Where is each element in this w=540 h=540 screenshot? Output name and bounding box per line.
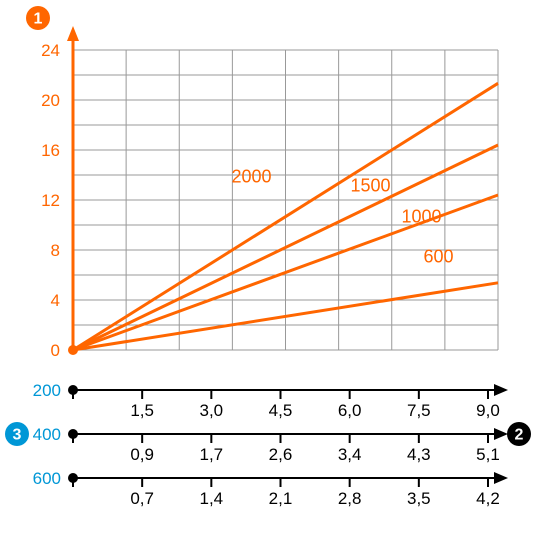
xscale-arrow-icon bbox=[494, 428, 508, 440]
xscale-tick-label: 2,6 bbox=[269, 445, 293, 464]
badge-2-label: 2 bbox=[515, 427, 524, 444]
chart-svg: 048121620242000150010006001,53,04,56,07,… bbox=[0, 0, 540, 540]
y-tick-label: 8 bbox=[51, 241, 60, 260]
xscale-tick-label: 3,4 bbox=[338, 445, 362, 464]
xscale-tick-label: 0,9 bbox=[130, 445, 154, 464]
xscale-tick-label: 0,7 bbox=[130, 489, 154, 508]
xscale-tick-label: 6,0 bbox=[338, 401, 362, 420]
xscale-tick-label: 4,3 bbox=[407, 445, 431, 464]
series-label: 1000 bbox=[401, 207, 441, 227]
xscale-tick-label: 7,5 bbox=[407, 401, 431, 420]
series-label: 600 bbox=[423, 247, 453, 267]
xscale-left-label: 600 bbox=[33, 469, 61, 488]
xscale-tick-label: 4,5 bbox=[269, 401, 293, 420]
xscale-left-label: 400 bbox=[33, 425, 61, 444]
series-label: 2000 bbox=[231, 167, 271, 187]
xscale-tick-label: 1,4 bbox=[200, 489, 224, 508]
xscale-arrow-icon bbox=[494, 384, 508, 396]
y-tick-label: 24 bbox=[41, 41, 60, 60]
xscale-tick-label: 3,0 bbox=[200, 401, 224, 420]
xscale-tick-label: 1,7 bbox=[200, 445, 224, 464]
y-tick-label: 12 bbox=[41, 191, 60, 210]
xscale-arrow-icon bbox=[494, 472, 508, 484]
xscale-tick-label: 4,2 bbox=[476, 489, 500, 508]
y-tick-label: 16 bbox=[41, 141, 60, 160]
xscale-tick-label: 2,8 bbox=[338, 489, 362, 508]
y-tick-label: 0 bbox=[51, 341, 60, 360]
chart-container: 048121620242000150010006001,53,04,56,07,… bbox=[0, 0, 540, 540]
y-tick-label: 4 bbox=[51, 291, 60, 310]
xscale-tick-label: 2,1 bbox=[269, 489, 293, 508]
xscale-tick-label: 1,5 bbox=[130, 401, 154, 420]
series-label: 1500 bbox=[350, 175, 390, 195]
xscale-tick-label: 3,5 bbox=[407, 489, 431, 508]
xscale-tick-label: 9,0 bbox=[476, 401, 500, 420]
xscale-tick-label: 5,1 bbox=[476, 445, 500, 464]
badge-3-label: 3 bbox=[13, 427, 22, 444]
xscale-left-label: 200 bbox=[33, 381, 61, 400]
badge-1-label: 1 bbox=[34, 11, 43, 28]
y-tick-label: 20 bbox=[41, 91, 60, 110]
